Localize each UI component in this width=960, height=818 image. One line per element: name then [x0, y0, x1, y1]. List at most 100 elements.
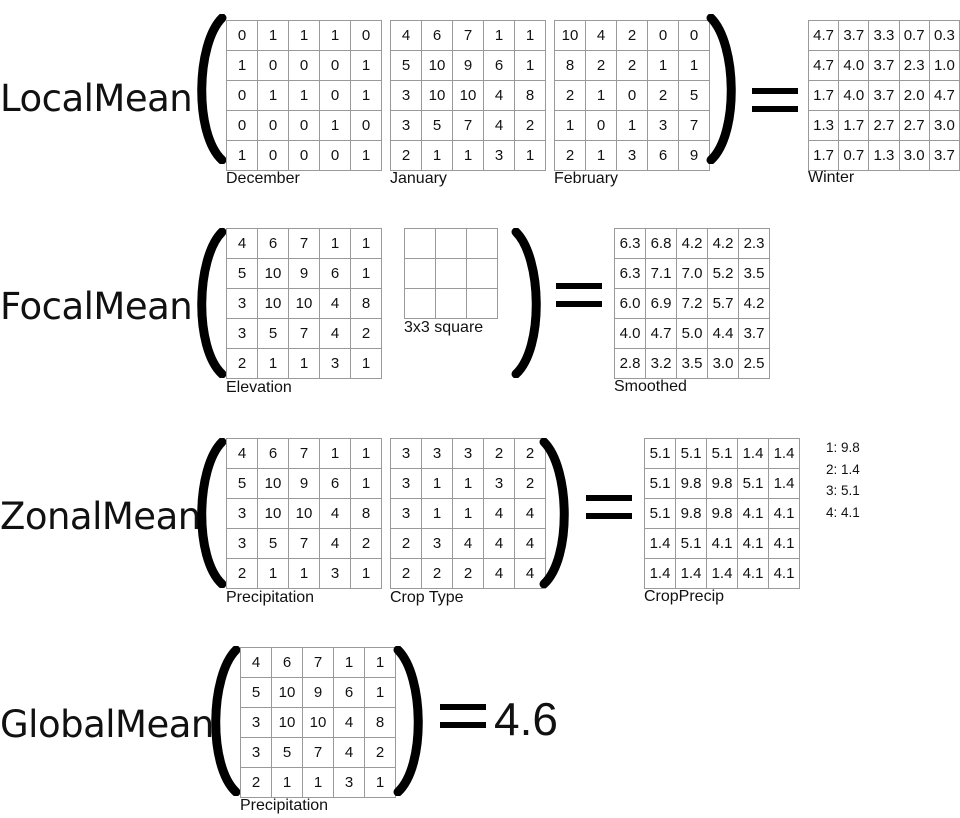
december-cell: 0 — [257, 140, 289, 171]
elevation-cell: 4 — [319, 288, 351, 319]
december-cell: 0 — [350, 20, 382, 51]
precipitation-cell: 5 — [226, 468, 258, 499]
december-cell: 0 — [288, 140, 320, 171]
global-precipitation-cell: 6 — [271, 647, 303, 678]
winter-cell: 3.7 — [868, 80, 900, 111]
winter-cell: 3.7 — [838, 20, 870, 51]
cropprecip-cell: 5.1 — [737, 468, 769, 499]
smoothed-grid: 6.3 6.8 4.2 4.2 2.3 6.3 7.1 7.0 5.2 3.5 6.0 6.9 7.2 5… — [614, 228, 770, 379]
january-cell: 4 — [483, 110, 515, 141]
elevation-cell: 5 — [257, 318, 289, 349]
december-cell: 1 — [319, 20, 351, 51]
cropprecip-cell: 5.1 — [706, 438, 738, 469]
december-cell: 1 — [257, 20, 289, 51]
february-cell: 2 — [585, 50, 617, 81]
december-caption: December — [226, 170, 300, 187]
precipitation-grid: 4 6 7 1 1 5 10 9 6 1 3 10 10 4 8 3 5 7 4 2 2 1 1 3 1 — [226, 438, 382, 589]
localmean-label: LocalMean — [0, 77, 193, 120]
elevation-cell: 7 — [288, 228, 320, 259]
kernel-cell — [466, 258, 498, 289]
precipitation-cell: 10 — [257, 498, 289, 529]
global-precipitation-cell: 5 — [271, 737, 303, 768]
smoothed-cell: 2.3 — [738, 228, 770, 259]
cropprecip-cell: 5.1 — [675, 528, 707, 559]
elevation-cell: 3 — [226, 288, 258, 319]
january-cell: 7 — [452, 110, 484, 141]
crop-type-cell: 2 — [483, 438, 515, 469]
february-caption: February — [554, 170, 619, 187]
smoothed-cell: 4.4 — [707, 318, 739, 349]
december-cell: 1 — [350, 50, 382, 81]
grid-row: 4.7 3.7 3.3 0.7 0.3 — [807, 20, 960, 51]
precipitation-cell: 5 — [257, 528, 289, 559]
crop-type-cell: 1 — [421, 498, 453, 529]
kernel-cell — [404, 258, 436, 289]
winter-cell: 2.0 — [898, 80, 930, 111]
cropprecip-cell: 5.1 — [644, 438, 676, 469]
precipitation-cell: 1 — [350, 558, 382, 589]
february-cell: 0 — [647, 20, 679, 51]
crop-type-cell: 3 — [390, 468, 422, 499]
global-precipitation-cell: 9 — [302, 677, 334, 708]
crop-type-cell: 3 — [421, 438, 453, 469]
smoothed-caption: Smoothed — [614, 378, 687, 395]
january-cell: 6 — [421, 20, 453, 51]
precipitation-cell: 2 — [350, 528, 382, 559]
smoothed-cell: 4.7 — [645, 318, 677, 349]
elevation-cell: 8 — [350, 288, 382, 319]
winter-cell: 4.7 — [928, 80, 960, 111]
december-cell: 0 — [319, 140, 351, 171]
winter-cell: 0.7 — [898, 20, 930, 51]
december-cell: 1 — [257, 80, 289, 111]
grid-row: 6.3 7.1 7.0 5.2 3.5 — [614, 258, 770, 289]
elevation-cell: 9 — [288, 258, 320, 289]
winter-cell: 1.7 — [838, 110, 870, 141]
winter-cell: 0.3 — [928, 20, 960, 51]
crop-type-cell: 3 — [390, 438, 422, 469]
cropprecip-cell: 5.1 — [644, 468, 676, 499]
january-cell: 3 — [390, 110, 422, 141]
cropprecip-cell: 1.4 — [644, 528, 676, 559]
smoothed-cell: 2.5 — [738, 348, 770, 379]
kernel-cell — [466, 228, 498, 259]
elevation-cell: 3 — [319, 348, 351, 379]
crop-type-cell: 3 — [421, 528, 453, 559]
elevation-cell: 7 — [288, 318, 320, 349]
smoothed-cell: 6.3 — [614, 258, 646, 289]
cropprecip-cell: 5.1 — [675, 438, 707, 469]
january-cell: 10 — [452, 80, 484, 111]
january-cell: 1 — [514, 140, 546, 171]
precipitation-cell: 1 — [257, 558, 289, 589]
december-cell: 0 — [257, 50, 289, 81]
cropprecip-caption: CropPrecip — [644, 588, 725, 605]
global-precipitation-cell: 10 — [302, 707, 334, 738]
precipitation-cell: 3 — [226, 528, 258, 559]
smoothed-cell: 5.0 — [676, 318, 708, 349]
kernel-cell — [435, 258, 467, 289]
smoothed-cell: 2.8 — [614, 348, 646, 379]
grid-row: 3 10 10 4 8 — [226, 288, 382, 319]
smoothed-cell: 3.0 — [707, 348, 739, 379]
january-cell: 6 — [483, 50, 515, 81]
crop-type-cell: 2 — [390, 528, 422, 559]
precipitation-cell: 1 — [350, 468, 382, 499]
smoothed-cell: 3.5 — [738, 258, 770, 289]
january-cell: 4 — [483, 80, 515, 111]
zone-legend-item: 1: 9.8 — [826, 440, 860, 455]
december-cell: 1 — [288, 20, 320, 51]
february-cell: 2 — [554, 80, 586, 111]
global-precipitation-cell: 1 — [333, 647, 365, 678]
smoothed-cell: 5.2 — [707, 258, 739, 289]
global-mean-result: 4.6 — [494, 693, 558, 745]
december-cell: 1 — [350, 80, 382, 111]
smoothed-cell: 3.5 — [676, 348, 708, 379]
close-paren-focal — [511, 228, 541, 378]
